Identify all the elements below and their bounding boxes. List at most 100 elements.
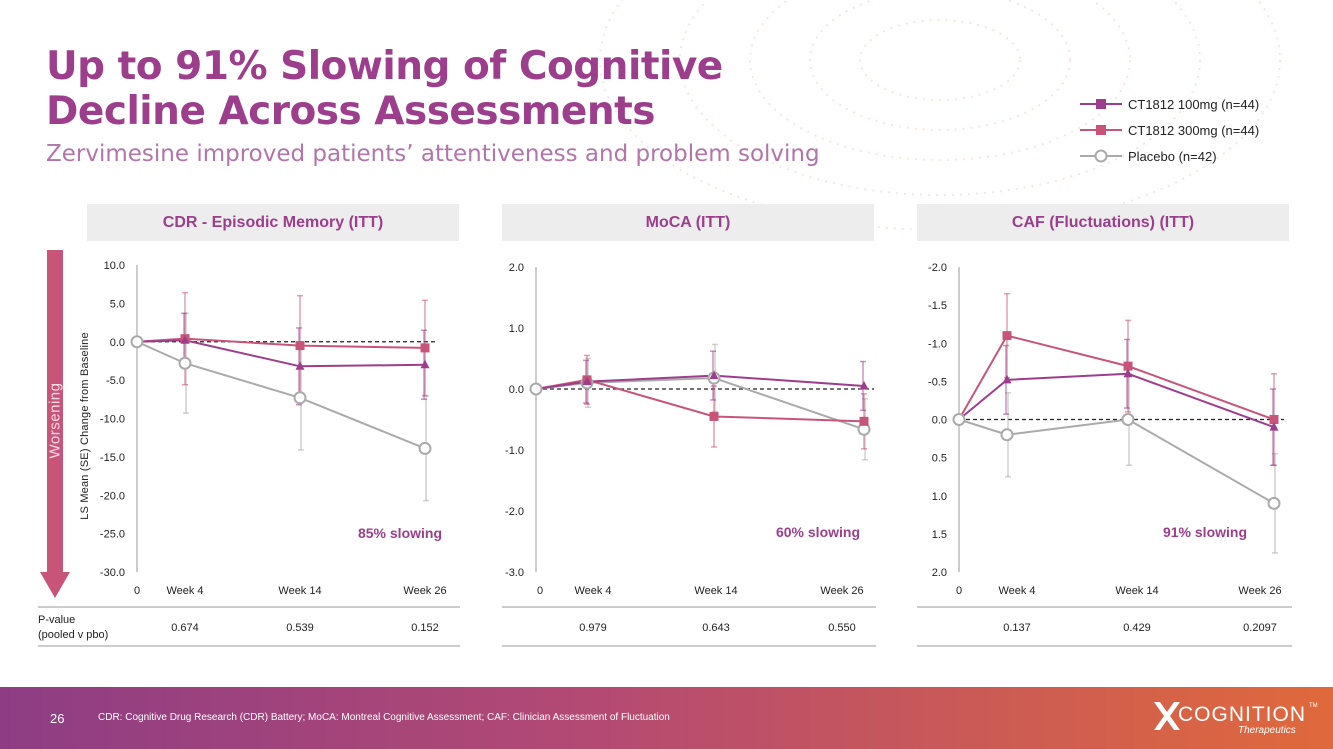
x-tick-label: Week 4 (998, 585, 1035, 597)
series-line (136, 339, 426, 368)
y-tick-label: -1.5 (928, 300, 947, 312)
data-point (859, 380, 869, 390)
y-tick-label: 5.0 (110, 298, 125, 310)
y-tick-label: -30.0 (100, 567, 125, 579)
logo-text: COGNITION (1178, 703, 1306, 726)
chart-legend: CT1812 100mg (n=44) CT1812 300mg (n=44) … (1080, 91, 1259, 169)
y-tick-label: 1.0 (509, 323, 524, 335)
page-title: Up to 91% Slowing of Cognitive Decline A… (46, 44, 723, 134)
y-tick-label: -15.0 (100, 452, 125, 464)
y-tick-label: -5.0 (106, 375, 125, 387)
data-point (1267, 496, 1281, 510)
pvalue-cell: 0.674 (171, 622, 199, 634)
x-tick-label: Week 26 (820, 585, 863, 597)
y-tick-label: -2.0 (505, 506, 524, 518)
legend-label-300mg: CT1812 300mg (n=44) (1128, 122, 1260, 138)
data-point (418, 441, 432, 455)
x-tick-label: Week 26 (1238, 585, 1281, 597)
data-point (295, 341, 305, 351)
y-tick-label: -10.0 (100, 414, 125, 426)
y-tick-label: 10.0 (104, 260, 125, 272)
y-tick-label: 1.5 (932, 529, 947, 541)
slowing-annotation: 91% slowing (1163, 524, 1247, 540)
y-tick-label: -1.0 (505, 445, 524, 457)
data-point (180, 335, 190, 344)
series-line (958, 334, 1275, 421)
pvalue-cell: 0.152 (411, 622, 439, 634)
data-point (130, 335, 144, 349)
footnote: CDR: Cognitive Drug Research (CDR) Batte… (98, 712, 670, 723)
legend-marker-300mg (1080, 125, 1122, 135)
y-tick-label: 0.0 (110, 337, 125, 349)
page-number: 26 (50, 711, 65, 726)
pvalue-cell: 0.2097 (1243, 622, 1277, 634)
y-tick-label: -20.0 (100, 490, 125, 502)
data-point (1000, 428, 1014, 442)
legend-marker-placebo (1080, 149, 1122, 163)
x-tick-label: Week 14 (1115, 585, 1158, 597)
data-point (295, 361, 305, 370)
data-point (709, 411, 719, 421)
chart-title-cdr: CDR - Episodic Memory (ITT) (87, 204, 459, 241)
charts-canvas: 10.0 5.0 0.0 -5.0 -10.0 -15.0 -20.0 -25.0 -30.0 0… (38, 260, 1292, 647)
pvalue-cell: 0.429 (1123, 622, 1151, 634)
worsening-arrow (40, 250, 70, 598)
series-line (958, 372, 1275, 429)
x-tick-label: Week 14 (278, 585, 321, 597)
chart-title-moca: MoCA (ITT) (502, 204, 874, 241)
y-tick-label: 2.0 (509, 262, 524, 274)
data-point (582, 376, 592, 386)
data-point (1121, 413, 1135, 426)
x-tick-label: Week 26 (403, 585, 446, 597)
y-tick-label: -25.0 (100, 529, 125, 541)
legend-label-placebo: Placebo (n=42) (1128, 148, 1217, 164)
pvalue-label-line1: P-value (38, 614, 76, 626)
x-tick-label: Week 4 (574, 585, 611, 597)
legend-item-placebo: Placebo (n=42) (1080, 143, 1259, 169)
y-tick-label: -1.0 (928, 338, 947, 350)
chart-title-caf: CAF (Fluctuations) (ITT) (917, 204, 1289, 241)
background-pattern (599, 0, 1281, 230)
y-tick-label: 0.0 (932, 415, 947, 427)
legend-label-100mg: CT1812 100mg (n=44) (1128, 96, 1260, 112)
data-point (1002, 374, 1012, 384)
slowing-annotation: 60% slowing (776, 524, 860, 540)
footer-bar (0, 687, 1333, 749)
y-tick-label: 1.0 (932, 491, 947, 503)
y-tick-label: -3.0 (505, 567, 524, 579)
x-tick-label: Week 4 (166, 585, 203, 597)
page-subtitle: Zervimesine improved patients’ attentive… (46, 141, 820, 167)
data-point (529, 382, 543, 396)
data-point (1269, 415, 1279, 424)
pvalue-cell: 0.643 (702, 622, 730, 634)
legend-item-300mg: CT1812 300mg (n=44) (1080, 117, 1259, 143)
series-line (958, 418, 1275, 505)
data-point (420, 359, 430, 369)
x-tick-label: Week 14 (694, 585, 737, 597)
cognition-logo-icon (1154, 702, 1180, 730)
x-tick-label: 0 (537, 585, 543, 597)
data-point (1269, 422, 1279, 431)
series-line (535, 374, 865, 390)
data-point (1123, 361, 1133, 371)
data-point (178, 356, 192, 370)
y-tick-label: 0.0 (509, 384, 524, 396)
data-point (952, 413, 966, 426)
pvalue-row-label: P-value (pooled v pbo) (38, 613, 108, 643)
data-point (1002, 331, 1012, 341)
series-line (136, 340, 426, 450)
legend-marker-100mg (1080, 99, 1122, 109)
logo-subtext: Therapeutics (1238, 725, 1296, 736)
y-tick-label: 2.0 (932, 567, 947, 579)
x-tick-label: 0 (956, 585, 962, 597)
y-tick-label: 0.5 (932, 453, 947, 465)
slowing-annotation: 85% slowing (358, 525, 442, 541)
x-tick-label: 0 (134, 585, 140, 597)
pvalue-cell: 0.979 (579, 622, 607, 634)
title-line-1: Up to 91% Slowing of Cognitive (46, 44, 723, 89)
logo-tm: TM (1309, 703, 1318, 709)
data-point (293, 391, 307, 405)
data-point (709, 370, 719, 380)
data-point (420, 343, 430, 353)
pvalue-cell: 0.550 (828, 622, 856, 634)
